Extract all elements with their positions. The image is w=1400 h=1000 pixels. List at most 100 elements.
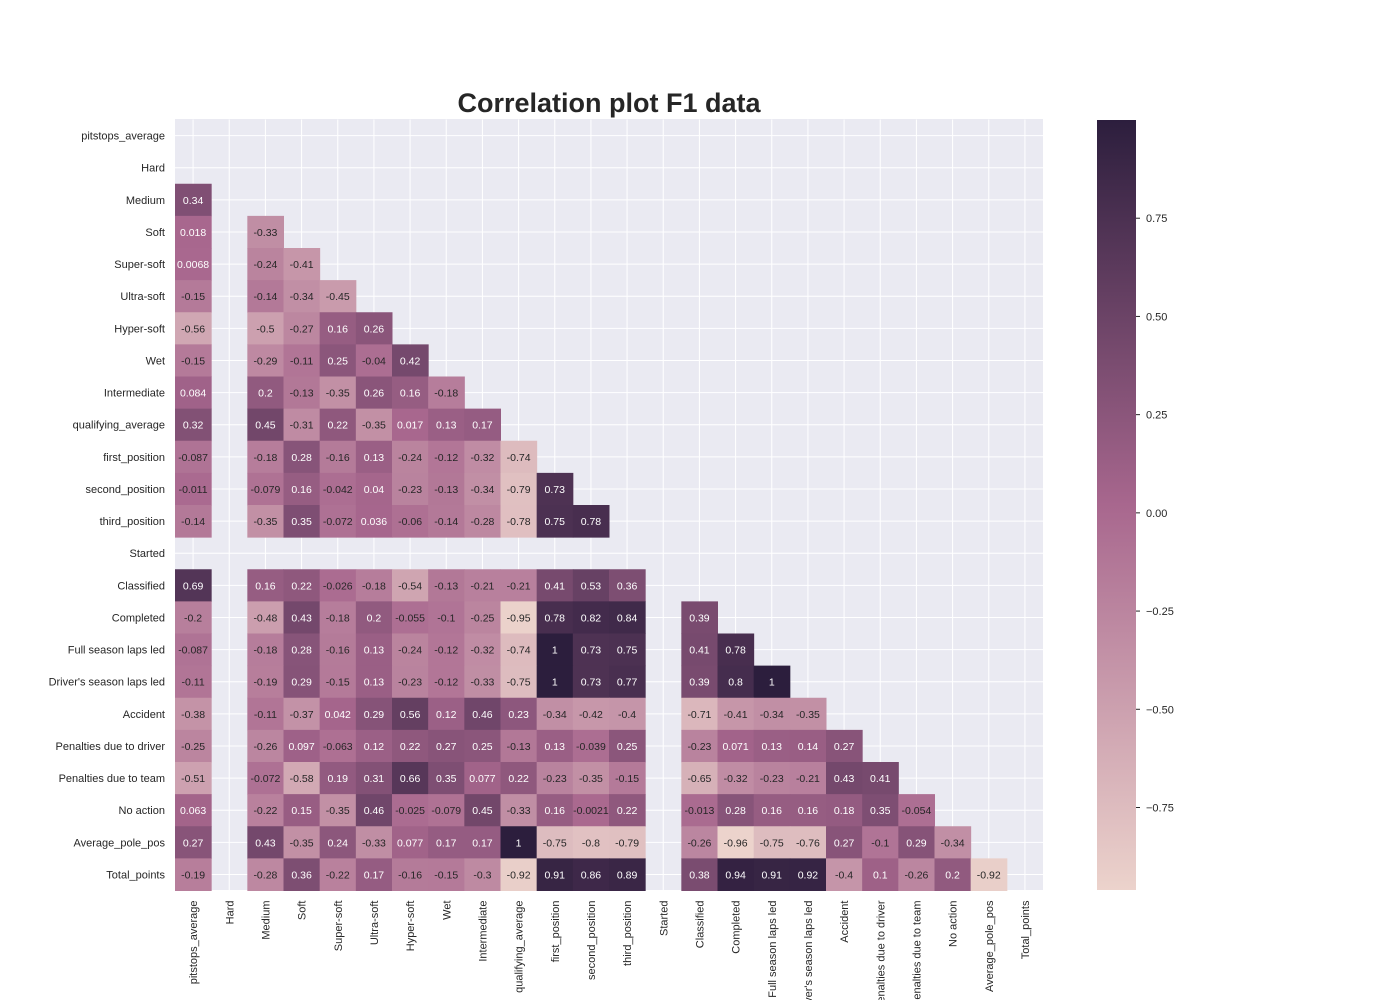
cell-value-label: -0.026 <box>323 580 353 592</box>
heatmap-cell <box>536 601 574 634</box>
cell-value-label: 0.22 <box>328 420 349 432</box>
heatmap-cell <box>175 826 212 859</box>
heatmap-cell <box>428 697 465 731</box>
heatmap-cell <box>536 697 574 731</box>
heatmap-cell <box>609 665 646 699</box>
x-label-completed: Completed <box>731 901 743 954</box>
heatmap-cell <box>392 633 429 667</box>
cell-value-label: 0.14 <box>798 741 819 753</box>
cell-value-label: 0.27 <box>834 741 855 753</box>
x-label-full-season-laps-led: Full season laps led <box>767 901 779 998</box>
heatmap-cell <box>464 440 501 474</box>
heatmap-cell <box>753 858 791 891</box>
cell-value-label: 0.063 <box>180 805 206 817</box>
cell-value-label: -0.28 <box>253 869 277 881</box>
heatmap-cell <box>319 569 357 602</box>
cell-value-label: -0.51 <box>181 773 205 785</box>
cell-value-label: 1 <box>769 677 775 689</box>
cell-value-label: 0.12 <box>364 741 385 753</box>
cell-value-label: 0.1 <box>873 869 888 881</box>
heatmap-cell <box>428 858 465 891</box>
heatmap-cell <box>247 794 284 827</box>
heatmap-cell <box>572 697 610 731</box>
heatmap-cell <box>500 633 538 667</box>
cell-value-label: 0.28 <box>291 645 312 657</box>
heatmap-cell <box>319 762 357 795</box>
heatmap-cell <box>428 408 465 442</box>
heatmap-cell <box>428 601 465 634</box>
cell-value-label: 0.73 <box>545 484 566 496</box>
cell-value-label: -0.24 <box>253 259 277 271</box>
heatmap-cell <box>681 858 718 891</box>
cell-value-label: -0.013 <box>685 805 715 817</box>
heatmap-cell <box>392 376 429 410</box>
heatmap-cell <box>355 344 393 377</box>
heatmap-cell <box>536 826 574 859</box>
heatmap-cell <box>464 729 501 763</box>
heatmap-cell <box>681 729 718 763</box>
heatmap-cell <box>355 601 393 634</box>
heatmap-cell <box>283 344 321 377</box>
cell-value-label: 0.16 <box>255 580 276 592</box>
cell-value-label: -0.19 <box>181 869 205 881</box>
cell-value-label: 0.13 <box>364 677 385 689</box>
cell-value-label: 0.2 <box>367 612 382 624</box>
heatmap-cell <box>428 729 465 763</box>
heatmap-cell <box>717 633 755 667</box>
heatmap-cell <box>355 472 393 506</box>
x-label-second-position: second_position <box>586 901 598 981</box>
y-label-qualifying-average: qualifying_average <box>73 420 165 432</box>
cell-value-label: -0.75 <box>543 837 567 849</box>
cell-value-label: 0.42 <box>400 355 421 367</box>
y-label-total-points: Total_points <box>106 869 165 881</box>
cell-value-label: 0.077 <box>469 773 495 785</box>
cell-value-label: -0.15 <box>326 677 350 689</box>
heatmap-cell <box>247 633 284 667</box>
cell-value-label: -0.18 <box>253 452 277 464</box>
heatmap-cell <box>247 215 284 249</box>
cell-value-label: -0.41 <box>724 709 748 721</box>
heatmap-cell <box>247 826 284 859</box>
heatmap-cell <box>247 569 284 602</box>
heatmap-cell <box>717 762 755 795</box>
cell-value-label: 0.13 <box>762 741 783 753</box>
heatmap-cell <box>247 858 284 891</box>
cell-value-label: 0.46 <box>364 805 385 817</box>
cell-value-label: -0.11 <box>254 709 277 721</box>
heatmap-cell <box>319 312 357 345</box>
cell-value-label: -0.19 <box>253 677 277 689</box>
cell-value-label: -0.21 <box>470 580 494 592</box>
heatmap-cell <box>464 697 501 731</box>
heatmap-cell <box>789 697 827 731</box>
heatmap-cell <box>681 826 718 859</box>
cell-value-label: -0.2 <box>184 612 202 624</box>
cell-value-label: -0.23 <box>543 773 567 785</box>
heatmap-cell <box>898 794 935 827</box>
cell-value-label: 0.82 <box>581 612 602 624</box>
heatmap-cell <box>319 858 357 891</box>
y-label-accident: Accident <box>123 709 165 721</box>
cell-value-label: 0.35 <box>870 805 891 817</box>
cell-value-label: 0.26 <box>364 323 385 335</box>
heatmap-cell <box>175 344 212 377</box>
heatmap-cell <box>717 665 755 699</box>
heatmap-cell <box>392 826 429 859</box>
cell-value-label: 0.16 <box>545 805 566 817</box>
heatmap-cell <box>500 762 538 795</box>
heatmap-cell <box>572 858 610 891</box>
cell-value-label: 0.23 <box>508 709 529 721</box>
x-label-penalties-due-to-team: Penalties due to team <box>911 901 923 1000</box>
cell-value-label: 0.73 <box>581 677 602 689</box>
y-label-completed: Completed <box>112 612 165 624</box>
y-label-penalties-due-to-driver: Penalties due to driver <box>56 741 166 753</box>
heatmap-cell <box>392 729 429 763</box>
heatmap-cell <box>572 505 610 538</box>
cell-value-label: -0.13 <box>290 388 314 400</box>
heatmap-cell <box>536 472 574 506</box>
cell-value-label: 0.35 <box>436 773 457 785</box>
cell-value-label: 0.15 <box>291 805 312 817</box>
cell-value-label: 0.78 <box>545 612 566 624</box>
cell-value-label: 0.16 <box>798 805 819 817</box>
cell-value-label: -0.14 <box>253 291 277 303</box>
